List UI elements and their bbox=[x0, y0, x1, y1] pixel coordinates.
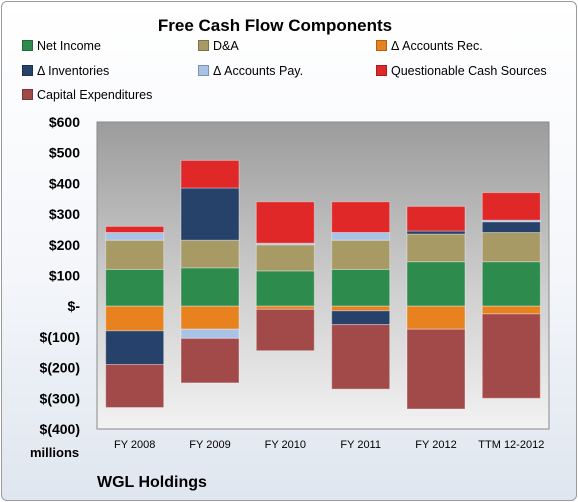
legend-label: Net Income bbox=[37, 39, 101, 53]
bar-segment bbox=[481, 313, 541, 399]
bar-segment bbox=[180, 267, 240, 307]
x-tick-label: FY 2009 bbox=[189, 439, 230, 451]
bar-segment bbox=[180, 328, 240, 339]
bar-segment bbox=[105, 232, 165, 241]
y-tick-label: $(400) bbox=[40, 421, 80, 437]
bar-segment bbox=[331, 268, 391, 307]
bar-segment bbox=[180, 239, 240, 269]
bar-segment bbox=[105, 239, 165, 270]
bar-segment bbox=[105, 225, 165, 233]
legend-swatch bbox=[376, 40, 387, 51]
bar-segment bbox=[255, 308, 315, 352]
legend-label: Capital Expenditures bbox=[37, 88, 153, 102]
legend-item: Capital Expenditures bbox=[22, 88, 152, 102]
x-tick-label: FY 2010 bbox=[265, 439, 306, 451]
y-tick-label: $500 bbox=[49, 145, 80, 161]
x-axis: FY 2008 FY 2009 FY 2010 FY 2011 FY 2012 TTM 1… bbox=[114, 439, 544, 451]
legend-swatch bbox=[22, 89, 33, 100]
bar-segment bbox=[406, 261, 466, 307]
y-tick-label: $600 bbox=[49, 114, 80, 130]
bar-segment bbox=[255, 270, 315, 307]
bar-segment bbox=[331, 310, 391, 326]
bar-segment bbox=[180, 337, 240, 384]
legend-label: Δ Accounts Pay. bbox=[213, 64, 304, 78]
bar-segment bbox=[406, 233, 466, 263]
x-tick-label: FY 2012 bbox=[415, 439, 456, 451]
legend-label: Δ Accounts Rec. bbox=[391, 39, 483, 53]
x-tick-label: TTM 12-2012 bbox=[478, 439, 544, 451]
bar-segment bbox=[180, 187, 240, 241]
y-tick-label: $(300) bbox=[40, 390, 80, 406]
company-label: WGL Holdings bbox=[97, 474, 207, 491]
y-tick-label: $300 bbox=[49, 206, 80, 222]
y-tick-label: $400 bbox=[49, 175, 80, 191]
bar-segment bbox=[331, 305, 391, 312]
units-label: millions bbox=[30, 445, 80, 460]
bar-segment bbox=[255, 201, 315, 244]
bar-segment bbox=[331, 324, 391, 390]
bar-segment bbox=[255, 242, 315, 246]
y-tick-label: $200 bbox=[49, 237, 80, 253]
legend-item: Questionable Cash Sources bbox=[376, 64, 547, 78]
bar-segment bbox=[105, 305, 165, 332]
plot-area bbox=[96, 121, 550, 430]
legend-swatch bbox=[376, 65, 387, 76]
y-axis: $600 $500 $400 $300 $200 $100 $- $(100) $(200) $(… bbox=[40, 114, 81, 437]
legend-label: D&A bbox=[213, 39, 239, 53]
y-tick-label: $(200) bbox=[40, 360, 80, 376]
bar-segment bbox=[406, 305, 466, 330]
legend-item: Δ Accounts Pay. bbox=[198, 64, 303, 78]
bar-segment bbox=[331, 232, 391, 241]
legend-swatch bbox=[198, 40, 209, 51]
bar-segment bbox=[105, 268, 165, 307]
legend-swatch bbox=[22, 40, 33, 51]
bar-segment bbox=[481, 305, 541, 315]
legend-swatch bbox=[198, 65, 209, 76]
bar-segment bbox=[481, 261, 541, 307]
bar-segment bbox=[180, 305, 240, 330]
y-tick-label: $- bbox=[68, 298, 81, 314]
bar-segment bbox=[481, 232, 541, 263]
bar-segment bbox=[255, 244, 315, 272]
x-tick-label: FY 2011 bbox=[340, 439, 381, 451]
legend-item: Δ Accounts Rec. bbox=[376, 39, 483, 53]
bar-segment bbox=[481, 221, 541, 234]
legend-swatch bbox=[22, 65, 33, 76]
legend-item: D&A bbox=[198, 39, 239, 53]
bar-segment bbox=[105, 330, 165, 366]
legend-item: Δ Inventories bbox=[22, 64, 109, 78]
bars bbox=[105, 159, 541, 410]
legend-item: Net Income bbox=[22, 39, 101, 53]
y-tick-label: $100 bbox=[49, 268, 80, 284]
bar-segment bbox=[180, 159, 240, 189]
bar-segment bbox=[406, 205, 466, 232]
bar-segment bbox=[481, 192, 541, 221]
chart-title: Free Cash Flow Components bbox=[157, 16, 393, 35]
bar-segment bbox=[105, 364, 165, 408]
bar-segment bbox=[406, 328, 466, 410]
bar-segment bbox=[331, 201, 391, 234]
bar-segment bbox=[331, 239, 391, 270]
legend-label: Questionable Cash Sources bbox=[391, 64, 547, 78]
x-tick-label: FY 2008 bbox=[114, 439, 155, 451]
legend-label: Δ Inventories bbox=[37, 64, 110, 78]
y-tick-label: $(100) bbox=[40, 329, 80, 345]
